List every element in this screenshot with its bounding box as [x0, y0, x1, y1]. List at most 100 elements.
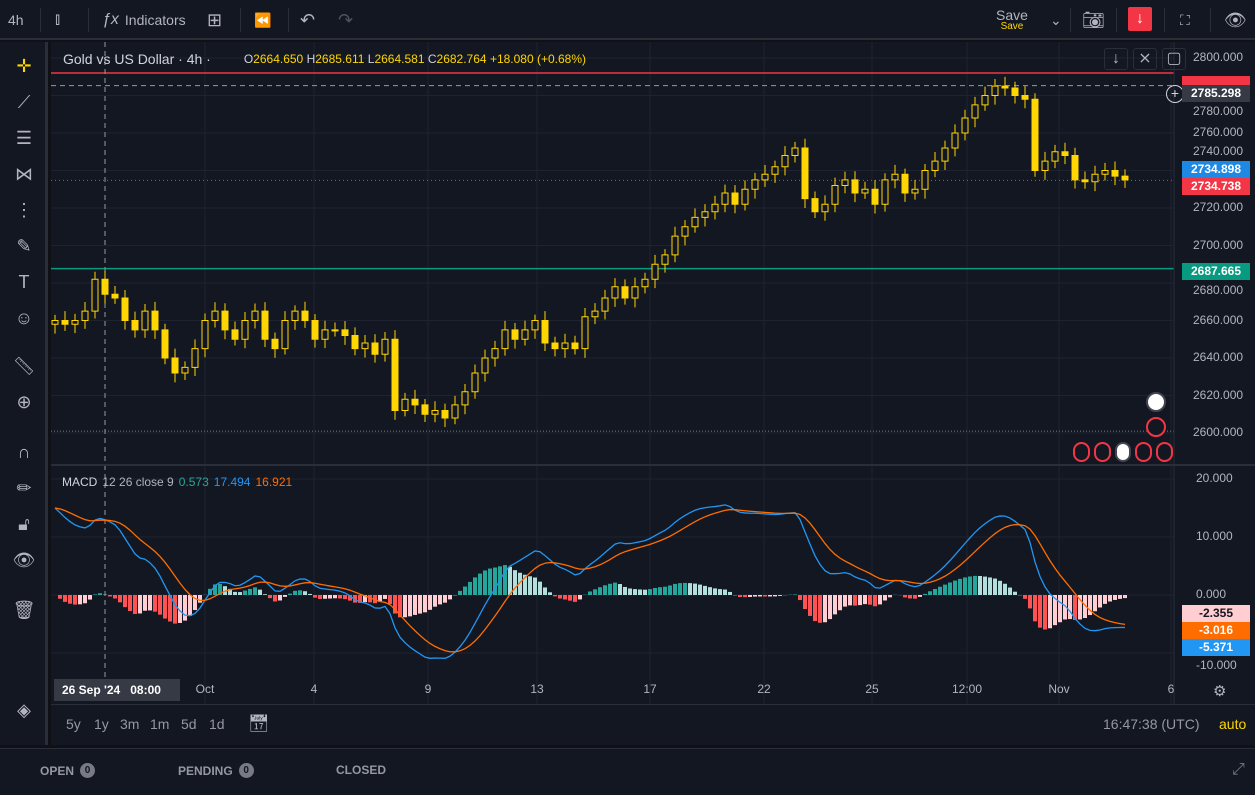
- candles-icon[interactable]: ⫾: [55, 11, 61, 28]
- macd-hist-bar: [623, 586, 627, 595]
- macd-hist-bar: [133, 595, 137, 614]
- candle-body: [401, 398, 409, 411]
- range-button[interactable]: 1y: [94, 716, 109, 732]
- event-markers[interactable]: [1073, 442, 1173, 462]
- ruler-icon[interactable]: 📏︎: [12, 355, 36, 376]
- trendline-icon[interactable]: ⟋: [17, 91, 31, 112]
- candle-body: [171, 357, 179, 374]
- change-value: +18.080 (+0.68%): [489, 52, 587, 66]
- goto-date-icon[interactable]: 📅︎: [248, 714, 270, 733]
- auto-scale-button[interactable]: auto: [1219, 716, 1247, 732]
- settings-icon[interactable]: ⚙: [1213, 683, 1227, 700]
- zoom-in-icon[interactable]: ⊕: [16, 391, 32, 412]
- macd-hist-label: -2.355: [1182, 605, 1250, 622]
- eye-icon[interactable]: 👁︎: [12, 549, 36, 570]
- tab-pending[interactable]: PENDING 0: [178, 763, 254, 778]
- eye-icon[interactable]: 👁︎: [1224, 9, 1247, 30]
- macd-hist-bar: [938, 586, 942, 595]
- save-button[interactable]: Save Save: [996, 0, 1028, 40]
- chart-area[interactable]: Gold vs US Dollar · 4h · O2664.650 H2685…: [51, 42, 1255, 745]
- macd-hist-bar: [768, 595, 772, 597]
- candle-body: [751, 179, 759, 190]
- candle-body: [511, 329, 519, 340]
- range-button[interactable]: 5y: [66, 716, 81, 732]
- macd-hist-bar: [663, 586, 667, 595]
- pattern-icon[interactable]: ⋈: [15, 163, 33, 184]
- macd-name[interactable]: MACD: [62, 475, 98, 489]
- candle-body: [701, 211, 709, 218]
- macd-hist-bar: [158, 595, 162, 615]
- macd-hist-bar: [218, 584, 222, 595]
- fullscreen-icon[interactable]: ⛶: [1180, 11, 1190, 28]
- lock-drawing-icon[interactable]: ✏: [16, 477, 32, 498]
- candle-body: [921, 170, 929, 190]
- replay-icon[interactable]: ⏪: [254, 11, 272, 28]
- lock-icon[interactable]: 🔓︎: [18, 513, 30, 534]
- macd-hist-bar: [983, 576, 987, 595]
- indicators-button[interactable]: ƒx Indicators: [102, 0, 186, 40]
- macd-hist-bar: [63, 595, 67, 602]
- candle-body: [951, 132, 959, 149]
- expand-panel-icon[interactable]: ⤢: [1232, 761, 1245, 778]
- candle-body: [981, 95, 989, 106]
- macd-hist-bar: [1028, 595, 1032, 609]
- macd-hist-bar: [113, 595, 117, 599]
- macd-hist-bar: [973, 575, 977, 595]
- scroll-down-icon[interactable]: ↓: [1104, 48, 1128, 70]
- macd-hist-bar: [493, 567, 497, 595]
- camera-icon[interactable]: 📷︎: [1082, 9, 1105, 30]
- redo-icon[interactable]: ↷: [338, 9, 354, 30]
- brush-icon[interactable]: ✎: [16, 235, 32, 256]
- candle-body: [481, 357, 489, 374]
- news-event-icon[interactable]: [1146, 417, 1166, 437]
- range-button[interactable]: 1d: [209, 716, 225, 732]
- trash-icon[interactable]: 🗑︎: [12, 599, 36, 620]
- emoji-icon[interactable]: ☺: [14, 307, 34, 328]
- crosshair-icon[interactable]: ✛: [16, 55, 32, 76]
- macd-hist-bar: [698, 584, 702, 595]
- macd-hist-bar: [803, 595, 807, 610]
- macd-hist-bar: [673, 583, 677, 595]
- symbol-title[interactable]: Gold vs US Dollar · 4h ·: [63, 51, 211, 67]
- clock[interactable]: 16:47:38 (UTC): [1103, 716, 1200, 732]
- maximize-icon[interactable]: ▢: [1162, 48, 1186, 70]
- macd-hist-bar: [1118, 595, 1122, 599]
- price-tick: 2700.000: [1193, 237, 1244, 252]
- interval-button[interactable]: 4h: [8, 12, 24, 28]
- macd-hist-bar: [483, 570, 487, 595]
- tab-closed[interactable]: CLOSED: [336, 763, 386, 777]
- collapse-icon[interactable]: ⨯: [1133, 48, 1157, 70]
- sell-arrow-icon[interactable]: ↓: [1128, 7, 1152, 31]
- undo-icon[interactable]: ↶: [300, 9, 316, 30]
- macd-hist-bar: [538, 581, 542, 595]
- macd-hist-bar: [1058, 595, 1062, 623]
- candle-body: [1121, 175, 1129, 181]
- macd-hist-bar: [668, 585, 672, 595]
- macd-hist-bar: [188, 595, 192, 616]
- candle-body: [631, 286, 639, 299]
- candle-body: [1061, 151, 1069, 156]
- macd-hist-bar: [353, 595, 357, 603]
- candle-body: [271, 338, 279, 350]
- magnet-icon[interactable]: ∩: [17, 441, 31, 462]
- macd-hist-bar: [338, 595, 342, 599]
- fib-icon[interactable]: ☰: [15, 127, 33, 148]
- range-button[interactable]: 3m: [120, 716, 140, 732]
- layouts-icon[interactable]: ⊞: [207, 9, 223, 30]
- chart-canvas[interactable]: [51, 42, 1255, 745]
- layers-icon[interactable]: ◈: [17, 699, 31, 720]
- candle-body: [691, 216, 699, 228]
- tab-open[interactable]: OPEN 0: [40, 763, 96, 778]
- macd-hist-bar: [753, 595, 757, 597]
- text-icon[interactable]: T: [18, 271, 30, 292]
- candle-body: [931, 160, 939, 171]
- projection-icon[interactable]: ⋮: [15, 199, 33, 220]
- range-button[interactable]: 5d: [181, 716, 197, 732]
- candle-body: [1051, 151, 1059, 162]
- range-button[interactable]: 1m: [150, 716, 170, 732]
- count-badge: 0: [80, 763, 96, 778]
- macd-hist-bar: [183, 595, 187, 621]
- macd-hist-bar: [678, 583, 682, 595]
- us-flag-event-icon[interactable]: [1146, 392, 1166, 412]
- chevron-down-icon[interactable]: ⌄: [1050, 11, 1062, 28]
